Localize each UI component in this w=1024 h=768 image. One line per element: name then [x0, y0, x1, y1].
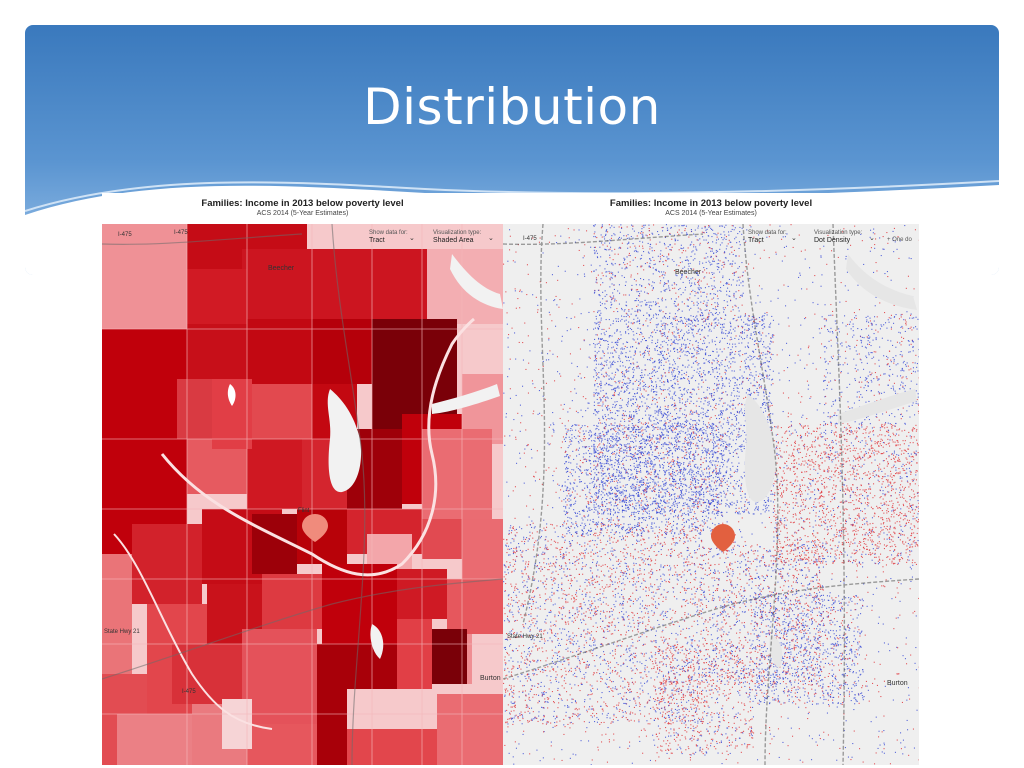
- visualization-type-label: Visualization type:: [814, 230, 863, 236]
- map-title: Families: Income in 2013 below poverty l…: [201, 198, 404, 209]
- map-label-highway: I-475: [118, 232, 132, 238]
- map-label-burton: Burton: [480, 675, 501, 682]
- map-label-road: State Hwy 21: [104, 629, 140, 635]
- map-panel-shaded-area: Families: Income in 2013 below poverty l…: [102, 193, 503, 765]
- map-title: Families: Income in 2013 below poverty l…: [609, 198, 813, 209]
- map-label-road: State Hwy 21: [507, 634, 543, 640]
- map-label-highway: I-475: [174, 230, 188, 236]
- dot-density-map[interactable]: Beecher Burton I-475 State Hwy 21: [503, 223, 919, 765]
- visualization-type-dropdown[interactable]: Visualization type: Dot Density: [814, 230, 862, 244]
- slide-title: Distribution: [363, 78, 661, 136]
- dot-density-svg: [503, 223, 919, 765]
- visualization-type-dropdown[interactable]: Visualization type: Shaded Area: [433, 230, 481, 244]
- map-label-road: I-475: [182, 689, 196, 695]
- show-data-dropdown[interactable]: Show data for: Tract: [748, 230, 787, 244]
- map-label-highway: I-475: [523, 236, 537, 242]
- map-label-place: Flint: [298, 508, 310, 514]
- map-label-beecher: Beecher: [268, 265, 295, 272]
- map-panel-dot-density: Families: Income in 2013 below poverty l…: [503, 193, 919, 765]
- map-subtitle: ACS 2014 (5-Year Estimates): [665, 210, 757, 217]
- map-subtitle: ACS 2014 (5-Year Estimates): [256, 210, 349, 217]
- show-data-label: Show data for:: [748, 230, 787, 236]
- chevron-down-icon[interactable]: ⌄: [869, 235, 875, 242]
- chevron-down-icon[interactable]: ⌄: [409, 235, 415, 242]
- map-label-burton: Burton: [887, 680, 908, 687]
- show-data-value: Tract: [748, 237, 764, 244]
- chevron-down-icon[interactable]: ⌄: [488, 235, 494, 242]
- map-label-beecher: Beecher: [675, 269, 702, 276]
- chevron-down-icon[interactable]: ⌄: [791, 235, 797, 242]
- choropleth-svg: [102, 223, 503, 765]
- visualization-type-label: Visualization type:: [433, 230, 482, 236]
- map-header: Families: Income in 2013 below poverty l…: [102, 193, 503, 224]
- show-data-label: Show data for:: [369, 230, 408, 236]
- visualization-type-value: Dot Density: [814, 237, 851, 244]
- show-data-value: Tract: [369, 237, 385, 244]
- map-header: Families: Income in 2013 below poverty l…: [503, 193, 919, 224]
- visualization-type-value: Shaded Area: [433, 237, 474, 244]
- show-data-dropdown[interactable]: Show data for: Tract: [369, 230, 408, 244]
- dot-legend-toggle[interactable]: + One do: [887, 237, 912, 243]
- choropleth-map[interactable]: Beecher Burton I-475 I-475 State Hwy 21 …: [102, 223, 503, 765]
- dot-legend-label: + One do: [887, 237, 912, 243]
